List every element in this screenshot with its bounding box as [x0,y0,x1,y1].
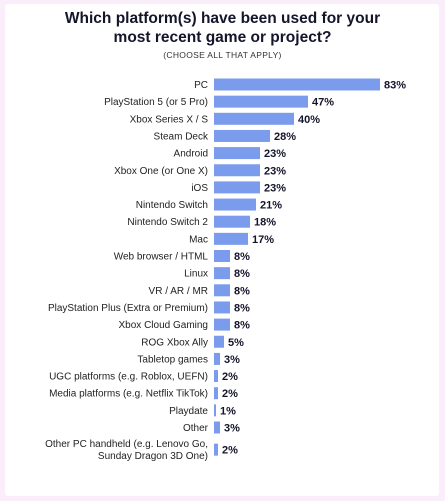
bar-9 [214,232,248,245]
value-label-12: 8% [234,285,250,297]
category-label-20: Other [183,423,209,434]
bar-3 [214,129,270,142]
category-label-2: Xbox Series X / S [130,114,209,125]
bar-16 [214,352,220,365]
value-label-19: 1% [220,405,236,417]
value-label-5: 23% [264,165,286,177]
category-label-21: Other PC handheld (e.g. Lenovo Go, Sunday… [45,439,208,462]
category-label-10: Web browser / HTML [114,252,209,263]
category-label-21-line-0: Other PC handheld (e.g. Lenovo Go, [45,439,208,450]
category-label-7: Nintendo Switch [136,200,208,211]
value-label-17: 2% [222,371,238,383]
bar-0 [214,78,380,91]
value-label-18: 2% [222,388,238,400]
bar-14 [214,318,230,331]
chart-title-line-1: Which platform(s) have been used for you… [64,10,381,27]
value-label-16: 3% [224,354,240,366]
value-label-20: 3% [224,423,240,435]
category-label-17: UGC platforms (e.g. Roblox, UEFN) [49,372,208,383]
bar-2 [214,112,294,125]
bar-7 [214,198,256,211]
value-label-8: 18% [254,217,276,229]
category-label-11: Linux [184,269,208,280]
bar-4 [214,147,260,160]
category-label-19: Playdate [169,406,208,417]
bar-20 [214,421,220,434]
bar-1 [214,95,308,108]
value-label-13: 8% [234,302,250,314]
chart-title-line-2: most recent game or project? [113,29,332,46]
value-label-3: 28% [274,131,296,143]
category-label-0: PC [194,80,208,91]
category-label-15: ROG Xbox Ally [141,337,208,348]
value-label-0: 83% [384,80,406,92]
category-label-9: Mac [189,234,208,245]
value-label-14: 8% [234,320,250,332]
bar-19 [214,404,216,417]
category-label-3: Steam Deck [154,131,209,142]
bar-12 [214,284,230,297]
chart-title: Which platform(s) have been used for you… [0,9,445,47]
category-label-1: PlayStation 5 (or 5 Pro) [104,97,208,108]
chart-subtitle: (CHOOSE ALL THAT APPLY) [163,50,282,60]
value-label-21: 2% [222,445,238,457]
bar-17 [214,370,218,383]
bar-18 [214,387,218,400]
bar-11 [214,267,230,280]
bar-6 [214,181,260,194]
category-label-12: VR / AR / MR [149,286,208,297]
bar-10 [214,250,230,262]
value-label-9: 17% [252,234,274,246]
category-label-21-line-1: Sunday Dragon 3D One) [98,451,208,462]
value-label-4: 23% [264,148,286,160]
value-label-11: 8% [234,268,250,280]
bar-5 [214,164,260,177]
bar-15 [214,335,224,348]
category-label-4: Android [174,149,208,160]
value-label-2: 40% [298,114,320,126]
category-label-6: iOS [191,183,208,194]
value-label-15: 5% [228,337,244,349]
value-label-10: 8% [234,251,250,263]
value-label-6: 23% [264,182,286,194]
bar-13 [214,301,230,314]
category-label-8: Nintendo Switch 2 [127,217,208,228]
value-label-1: 47% [312,97,334,109]
bar-8 [214,215,250,228]
category-label-18: Media platforms (e.g. Netflix TikTok) [49,389,208,400]
bar-21 [214,443,218,456]
value-label-7: 21% [260,200,282,212]
category-label-14: Xbox Cloud Gaming [119,320,209,331]
category-label-16: Tabletop games [137,354,208,365]
category-label-13: PlayStation Plus (Extra or Premium) [48,303,208,314]
category-label-5: Xbox One (or One X) [114,166,208,177]
